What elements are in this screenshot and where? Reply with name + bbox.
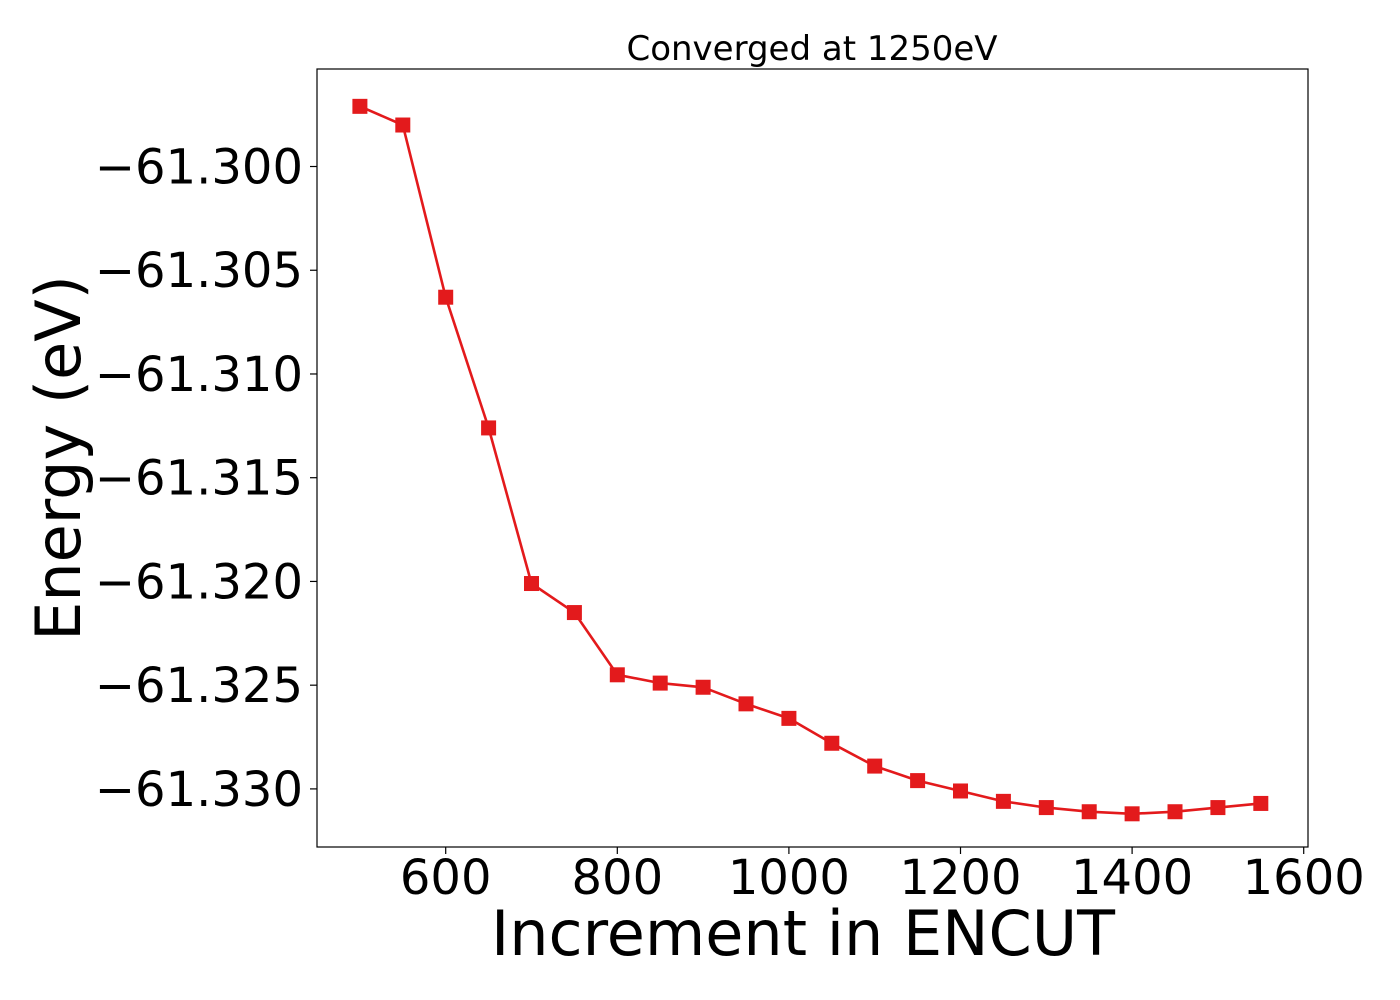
data-point-marker: [995, 793, 1011, 809]
y-tick-label: −61.305: [95, 243, 303, 299]
data-point-marker: [1253, 795, 1269, 811]
x-axis: 600 800 1000 1200 1400 1600: [400, 847, 1365, 906]
y-tick-label: −61.325: [95, 658, 303, 714]
x-tick-label: 1600: [1243, 850, 1365, 906]
data-point-marker: [652, 675, 668, 691]
x-tick-label: 800: [571, 850, 663, 906]
data-point-marker: [824, 735, 840, 751]
data-point-marker: [609, 667, 625, 683]
data-point-marker: [781, 710, 797, 726]
x-tick-label: 1200: [899, 850, 1021, 906]
x-tick-label: 1000: [728, 850, 850, 906]
data-point-marker: [1210, 800, 1226, 816]
data-point-marker: [438, 289, 454, 305]
data-point-marker: [524, 576, 540, 592]
data-point-marker: [1124, 806, 1140, 822]
data-point-marker: [352, 98, 368, 114]
y-tick-label: −61.310: [95, 347, 303, 403]
y-axis: −61.300 −61.305 −61.310 −61.315 −61.320 −61.3…: [95, 140, 317, 818]
y-tick-label: −61.300: [95, 140, 303, 196]
data-point-marker: [953, 783, 969, 799]
data-point-marker: [910, 773, 926, 789]
y-tick-label: −61.320: [95, 554, 303, 610]
x-axis-label: Increment in ENCUT: [491, 897, 1116, 970]
x-tick-label: 1400: [1071, 850, 1193, 906]
x-tick-label: 600: [400, 850, 492, 906]
data-point-marker: [695, 679, 711, 695]
y-axis-label: Energy (eV): [22, 275, 95, 641]
data-point-marker: [566, 605, 582, 621]
y-tick-label: −61.315: [95, 451, 303, 507]
series-line: [359, 105, 1261, 816]
data-point-marker: [738, 696, 754, 712]
data-point-marker: [1081, 804, 1097, 820]
data-point-marker: [481, 420, 497, 436]
y-tick-label: −61.330: [95, 762, 303, 818]
data-point-marker: [1167, 804, 1183, 820]
energy-series: [352, 98, 1269, 822]
data-point-marker: [867, 758, 883, 774]
plot-area-frame: [316, 68, 1309, 848]
data-point-marker: [1038, 800, 1054, 816]
data-point-marker: [395, 117, 411, 133]
chart-title: Converged at 1250eV: [626, 29, 997, 69]
